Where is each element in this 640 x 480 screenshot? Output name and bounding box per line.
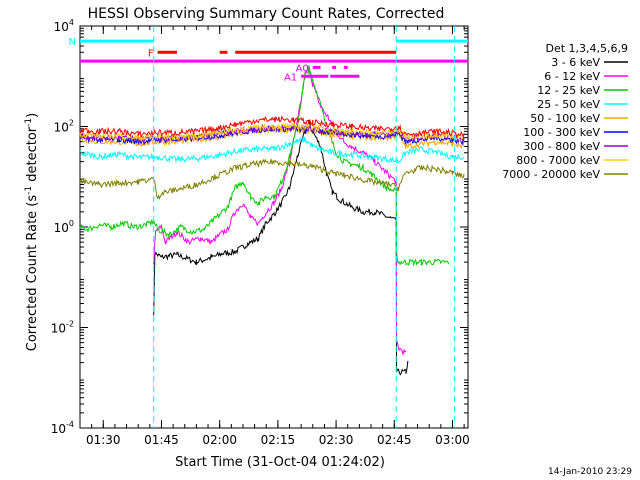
x-tick-label: 02:45: [377, 433, 412, 447]
y-tick-label: 100: [54, 219, 74, 235]
vertical-lines: [153, 26, 455, 428]
status-label: A1: [284, 72, 297, 83]
x-tick-label: 01:45: [144, 433, 179, 447]
status-label: N: [69, 37, 76, 48]
x-tick-label: 02:15: [261, 433, 296, 447]
series-line: [153, 65, 407, 357]
legend-label: 6 - 12 keV: [544, 70, 600, 83]
series-line: [79, 122, 465, 143]
chart-title: HESSI Observing Summary Count Rates, Cor…: [88, 6, 445, 22]
y-tick-label: 104: [54, 18, 74, 34]
legend-label: 3 - 6 keV: [551, 56, 600, 69]
status-label: F: [148, 48, 154, 59]
axis-ticks: 01:30 01:45 02:00 02:15 02:30 02:45 03:00 10-4 1…: [51, 18, 470, 447]
legend-label: 12 - 25 keV: [537, 84, 600, 97]
legend-label: 300 - 800 keV: [523, 140, 600, 153]
series-line: [79, 66, 450, 267]
y-tick-label: 10-2: [51, 320, 74, 336]
status-label: A0: [296, 63, 309, 74]
y-axis-label: Corrected Count Rate (s-1 detector-1): [24, 113, 40, 351]
legend-label: 100 - 300 keV: [523, 126, 600, 139]
legend-label: 7000 - 20000 keV: [502, 168, 600, 181]
legend-label: 50 - 100 keV: [530, 112, 600, 125]
series-line: [153, 119, 409, 376]
series-layer: [79, 65, 465, 376]
y-tick-label: 10-4: [51, 420, 74, 436]
x-tick-label: 01:30: [86, 433, 121, 447]
legend-title: Det 1,3,4,5,6,9: [545, 42, 628, 55]
x-tick-label: 02:00: [202, 433, 237, 447]
x-tick-label: 02:30: [319, 433, 354, 447]
timestamp: 14-Jan-2010 23:29: [548, 467, 632, 477]
legend-label: 25 - 50 keV: [537, 98, 600, 111]
series-line: [79, 158, 465, 201]
x-axis-label: Start Time (31-Oct-04 01:24:02): [175, 455, 385, 470]
series-line: [79, 115, 465, 140]
legend-label: 800 - 7000 keV: [516, 154, 600, 167]
series-line: [79, 136, 465, 164]
x-tick-label: 03:00: [435, 433, 470, 447]
y-tick-label: 102: [54, 119, 74, 135]
